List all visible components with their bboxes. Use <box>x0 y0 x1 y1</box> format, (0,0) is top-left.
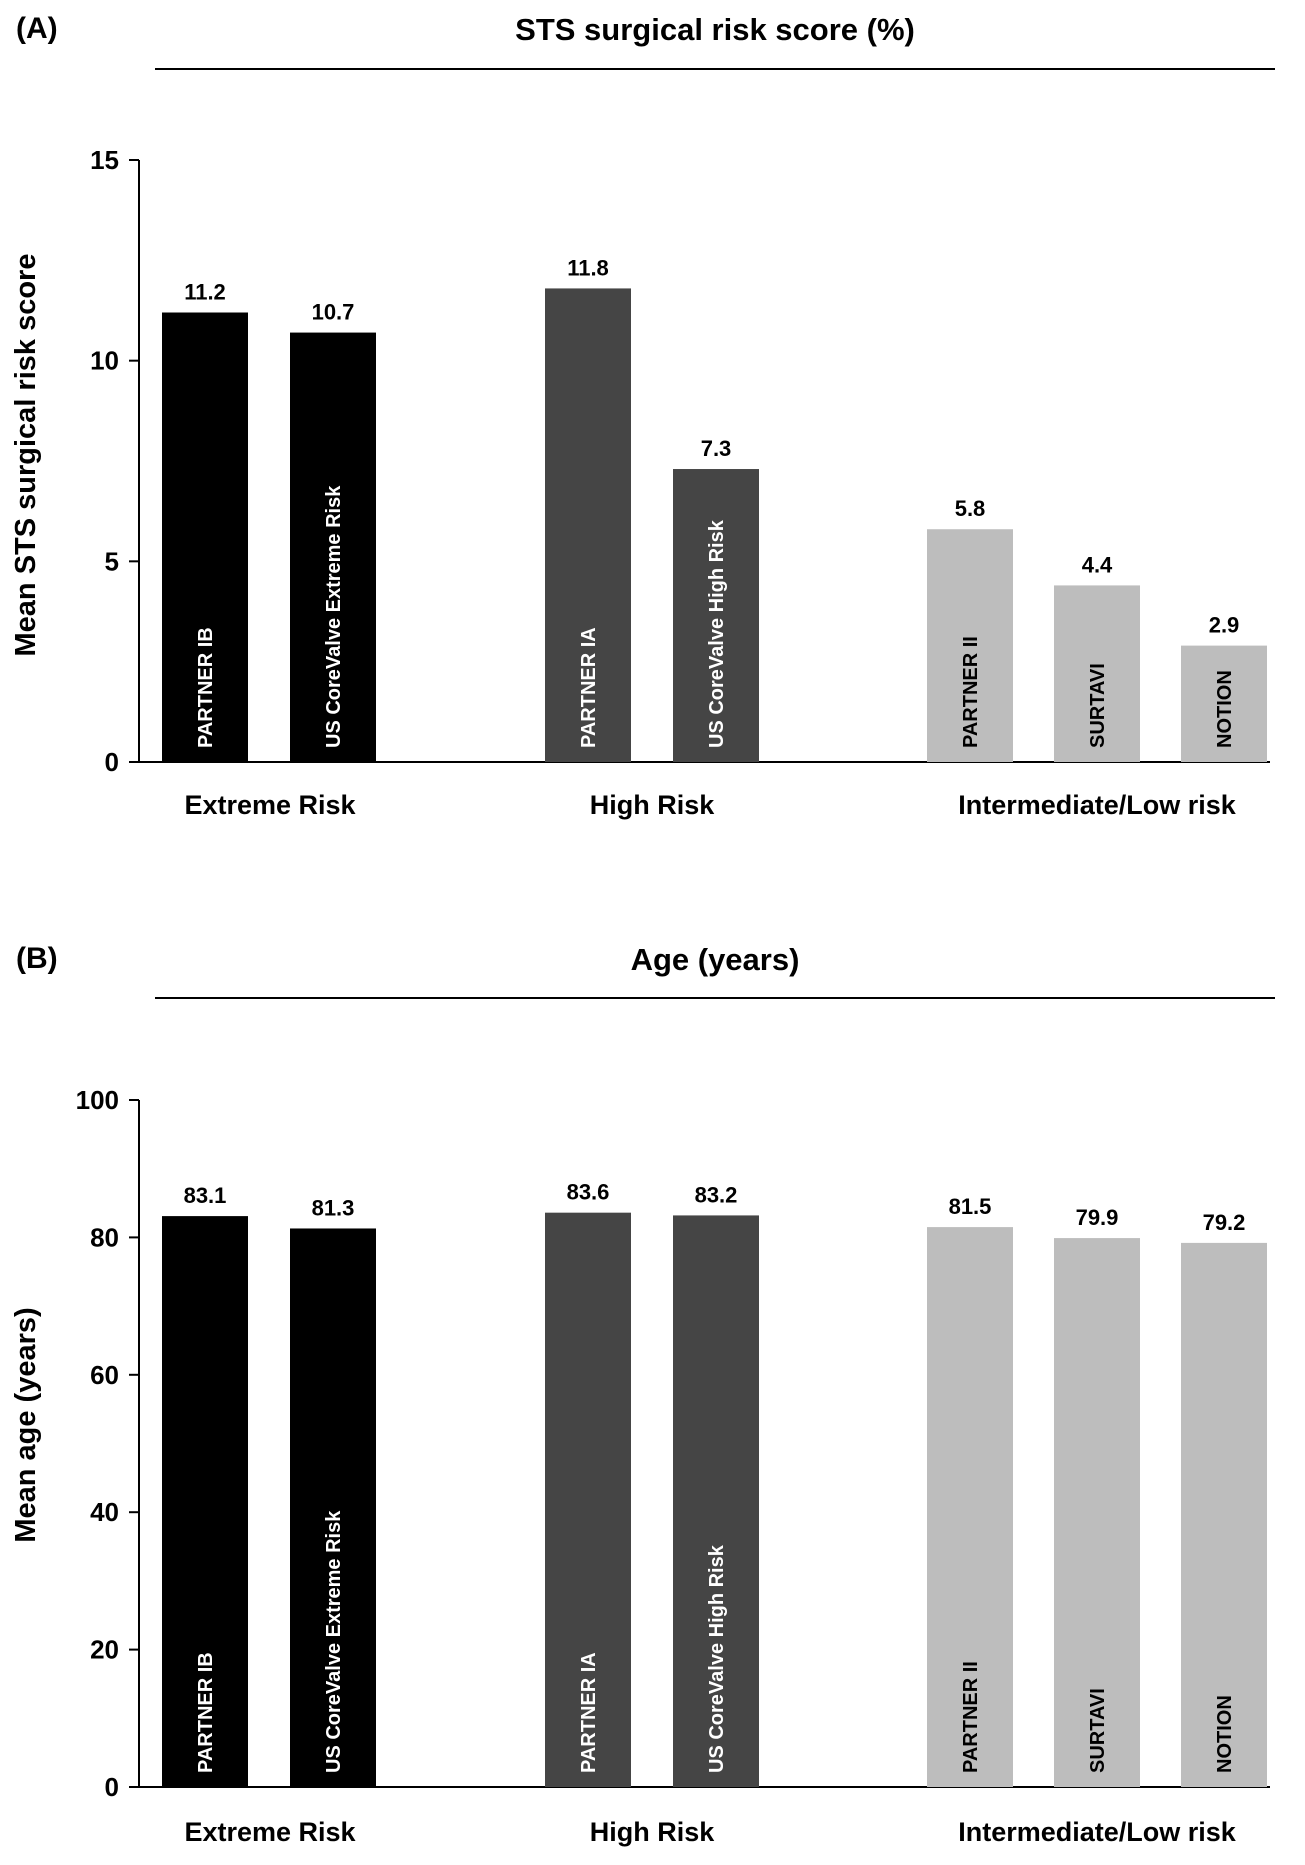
bar <box>673 1215 759 1787</box>
bar-value-label: 79.9 <box>1076 1205 1119 1230</box>
bar-name-label: PARTNER IA <box>578 627 600 748</box>
bar <box>673 469 759 762</box>
y-tick-label: 80 <box>90 1222 119 1252</box>
chart-a-sts-score: 0 5 10 15 Mean STS surgical risk score 11.2 PA… <box>10 145 1270 820</box>
bar-name-label: US CoreValve Extreme Risk <box>323 1510 345 1773</box>
group-label: Intermediate/Low risk <box>958 1817 1237 1847</box>
y-tick-label: 0 <box>105 1772 119 1802</box>
bar-name-label: PARTNER IA <box>578 1652 600 1773</box>
y-tick-label: 5 <box>105 546 119 576</box>
bar-name-label: NOTION <box>1214 670 1236 748</box>
y-tick-label: 100 <box>76 1085 119 1115</box>
bar-value-label: 11.8 <box>567 255 609 280</box>
y-axis-title: Mean STS surgical risk score <box>10 254 42 657</box>
y-tick-label: 0 <box>105 747 119 777</box>
group-label: High Risk <box>590 790 716 820</box>
group-label: Extreme Risk <box>184 1817 356 1847</box>
bar-value-label: 81.3 <box>312 1195 355 1220</box>
bar <box>545 1212 631 1787</box>
bar-value-label: 7.3 <box>701 436 732 461</box>
bar-name-label: PARTNER II <box>960 1661 982 1773</box>
bar <box>545 288 631 762</box>
panel-a-title-rule <box>155 68 1275 70</box>
group-label: Extreme Risk <box>184 790 356 820</box>
bar <box>162 312 248 762</box>
panel-b-title: Age (years) <box>630 942 800 977</box>
bar-name-label: US CoreValve High Risk <box>706 519 728 748</box>
bar <box>1181 1242 1267 1787</box>
bar-name-label: US CoreValve Extreme Risk <box>323 485 345 748</box>
panel-b-tag: (B) <box>16 942 58 975</box>
bar-value-label: 83.1 <box>184 1183 227 1208</box>
bar-value-label: 83.6 <box>567 1180 610 1205</box>
group-label: Intermediate/Low risk <box>958 790 1237 820</box>
bar <box>927 1227 1013 1787</box>
y-axis-title: Mean age (years) <box>10 1307 42 1542</box>
bar-value-label: 79.2 <box>1203 1210 1246 1235</box>
panel-b-title-rule <box>155 997 1275 999</box>
panel-a-title: STS surgical risk score (%) <box>515 12 915 47</box>
y-tick-label: 20 <box>90 1635 119 1665</box>
chart-b-age: 0 20 40 60 80 100 Mean age (years) 83.1 PARTNER … <box>10 1085 1270 1847</box>
bar-value-label: 4.4 <box>1082 552 1113 577</box>
bar-name-label: SURTAVI <box>1087 663 1109 748</box>
group-label: High Risk <box>590 1817 716 1847</box>
bar <box>1181 645 1267 762</box>
bar <box>290 332 376 762</box>
bar <box>1054 585 1140 762</box>
bar <box>927 529 1013 762</box>
bar-name-label: PARTNER IB <box>195 1652 217 1773</box>
bar-name-label: PARTNER II <box>960 636 982 748</box>
panel-a-tag: (A) <box>16 12 58 45</box>
bar-name-label: PARTNER IB <box>195 627 217 748</box>
bar-value-label: 83.2 <box>695 1182 738 1207</box>
bar-value-label: 5.8 <box>955 496 986 521</box>
bar-name-label: SURTAVI <box>1087 1688 1109 1773</box>
bar <box>162 1216 248 1787</box>
y-tick-label: 60 <box>90 1360 119 1390</box>
y-tick-label: 10 <box>90 346 119 376</box>
bar <box>290 1228 376 1787</box>
bar-value-label: 2.9 <box>1209 613 1240 638</box>
bar-value-label: 81.5 <box>949 1194 992 1219</box>
bar-name-label: NOTION <box>1214 1695 1236 1773</box>
bar-name-label: US CoreValve High Risk <box>706 1544 728 1773</box>
y-tick-label: 15 <box>90 145 119 175</box>
bar-value-label: 10.7 <box>312 300 355 325</box>
bar <box>1054 1238 1140 1787</box>
y-tick-label: 40 <box>90 1497 119 1527</box>
bar-value-label: 11.2 <box>184 280 226 305</box>
